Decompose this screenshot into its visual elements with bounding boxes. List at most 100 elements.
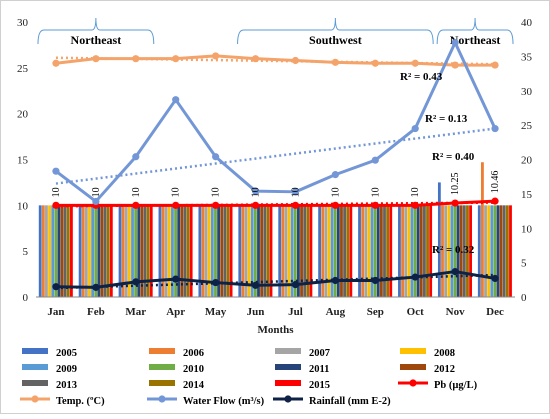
- bar-2011-Jan: [57, 205, 61, 297]
- season-label-2: Northeast: [450, 33, 501, 47]
- legend-label-Pb (µg/L): Pb (µg/L): [434, 380, 478, 391]
- y-right-tick-label: 35: [521, 51, 533, 63]
- bar-2007-Jul: [284, 205, 288, 297]
- bar-2006-Feb: [81, 205, 85, 297]
- bar-2011-Oct: [416, 205, 420, 297]
- point-Water Flow (m³/s)-Sep: [371, 156, 379, 164]
- point-Water Flow (m³/s)-May: [212, 153, 220, 161]
- bar-2006-Mar: [121, 205, 125, 297]
- point-Rainfall (mm E-2)-Mar: [132, 278, 140, 286]
- point-Pb (µg/L)-May: [212, 201, 220, 209]
- bar-2007-Apr: [164, 205, 168, 297]
- bar-2014-May: [226, 205, 230, 297]
- bar-2012-Sep: [379, 205, 383, 297]
- bar-2013-Oct: [423, 205, 426, 297]
- bar-2011-Sep: [376, 205, 380, 297]
- line-Pb (µg/L): [55, 199, 496, 207]
- legend-label-2007: 2007: [309, 348, 330, 359]
- bar-2006-Nov: [441, 205, 444, 297]
- x-tick-label-Apr: Apr: [166, 306, 185, 318]
- bar-2015-Sep: [389, 205, 393, 297]
- bar-2009-Oct: [410, 205, 414, 297]
- bar-2010-May: [214, 205, 217, 297]
- data-label-pb-Sep: 10: [370, 187, 381, 197]
- y-left-tick-label: 20: [17, 109, 29, 121]
- bar-2010-Aug: [333, 205, 337, 297]
- bar-2009-Mar: [131, 205, 134, 297]
- bar-2009-Jan: [51, 205, 55, 297]
- bar-2005-Dec: [477, 205, 481, 297]
- x-tick-label-Aug: Aug: [326, 306, 346, 318]
- legend-label-Temp. (ºC): Temp. (ºC): [56, 396, 105, 407]
- bar-2011-Nov: [456, 205, 460, 297]
- bar-2008-Dec: [487, 205, 491, 297]
- point-Pb (µg/L)-Sep: [371, 201, 379, 209]
- bar-2007-Aug: [324, 205, 328, 297]
- bar-2008-Jun: [247, 205, 251, 297]
- x-tick-label-Jan: Jan: [47, 306, 64, 318]
- bar-2011-May: [217, 205, 221, 297]
- bar-2011-Dec: [496, 205, 500, 297]
- point-Pb (µg/L)-Jun: [251, 201, 260, 209]
- y-left-tick-label: 25: [17, 63, 29, 75]
- bar-2015-Apr: [189, 205, 193, 297]
- point-Temp. (ºC)-Mar: [132, 55, 140, 63]
- data-label-pb-May: 10: [211, 187, 222, 197]
- bar-2005-Jul: [278, 205, 282, 297]
- x-tick-label-Jun: Jun: [247, 306, 265, 318]
- point-Water Flow (m³/s)-Jul: [291, 188, 300, 196]
- bar-2015-Jan: [70, 205, 73, 297]
- bar-2007-May: [204, 205, 208, 297]
- point-Temp. (ºC)-Nov: [451, 61, 459, 69]
- bar-2014-Feb: [106, 205, 110, 297]
- bar-2015-Aug: [349, 205, 353, 297]
- point-Temp. (ºC)-Aug: [331, 58, 339, 66]
- r2-label-1: R² = 0.13: [425, 113, 468, 125]
- bar-2011-Apr: [177, 205, 181, 297]
- bar-2011-Aug: [336, 205, 340, 297]
- y-right-tick-label: 30: [521, 86, 533, 98]
- bar-2009-Jun: [250, 205, 254, 297]
- x-tick-label-May: May: [205, 306, 227, 318]
- bar-2012-Nov: [459, 205, 463, 297]
- bar-2010-Mar: [134, 205, 138, 297]
- bar-2008-Sep: [367, 205, 371, 297]
- bar-2009-Sep: [370, 205, 374, 297]
- bar-2005-Feb: [78, 205, 82, 297]
- bar-2013-Mar: [143, 205, 147, 297]
- data-label-pb-Feb: 10: [91, 187, 102, 197]
- bar-2009-Jul: [290, 205, 294, 297]
- bar-2014-Dec: [505, 205, 509, 297]
- point-Rainfall (mm E-2)-Nov: [451, 267, 459, 276]
- bar-2006-May: [201, 205, 205, 297]
- bar-2005-Mar: [118, 205, 122, 297]
- bar-2006-Jul: [281, 205, 285, 297]
- point-Pb (µg/L)-Jul: [291, 201, 300, 209]
- bar-2006-Jan: [41, 205, 45, 297]
- bar-2015-Jun: [269, 205, 273, 297]
- y-right-tick-label: 0: [521, 292, 527, 304]
- legend-label-2014: 2014: [183, 380, 205, 391]
- bar-2006-Aug: [321, 205, 325, 297]
- bar-2005-Oct: [398, 205, 401, 297]
- point-Rainfall (mm E-2)-Apr: [172, 275, 180, 283]
- line-Temp. (ºC): [55, 54, 496, 67]
- season-label-0: Northeast: [71, 33, 122, 47]
- bar-2005-Nov: [437, 182, 441, 297]
- y-right-tick-label: 15: [521, 189, 533, 201]
- bar-2015-Jul: [309, 205, 313, 297]
- bar-2007-Sep: [364, 205, 368, 297]
- legend-swatch-2006: [149, 348, 175, 354]
- bar-2015-Feb: [109, 205, 113, 297]
- point-Rainfall (mm E-2)-Jun: [251, 281, 260, 289]
- x-tick-label-Feb: Feb: [87, 306, 105, 318]
- bar-2007-Nov: [444, 205, 448, 297]
- x-axis-title: Months: [257, 324, 294, 336]
- bar-2012-May: [220, 205, 224, 297]
- bar-2010-Apr: [174, 205, 177, 297]
- bar-2010-Jun: [253, 205, 257, 297]
- point-Water Flow (m³/s)-Dec: [491, 124, 499, 133]
- point-Water Flow (m³/s)-Feb: [92, 197, 100, 206]
- bar-2008-Mar: [127, 205, 131, 297]
- bar-2009-Dec: [490, 205, 494, 297]
